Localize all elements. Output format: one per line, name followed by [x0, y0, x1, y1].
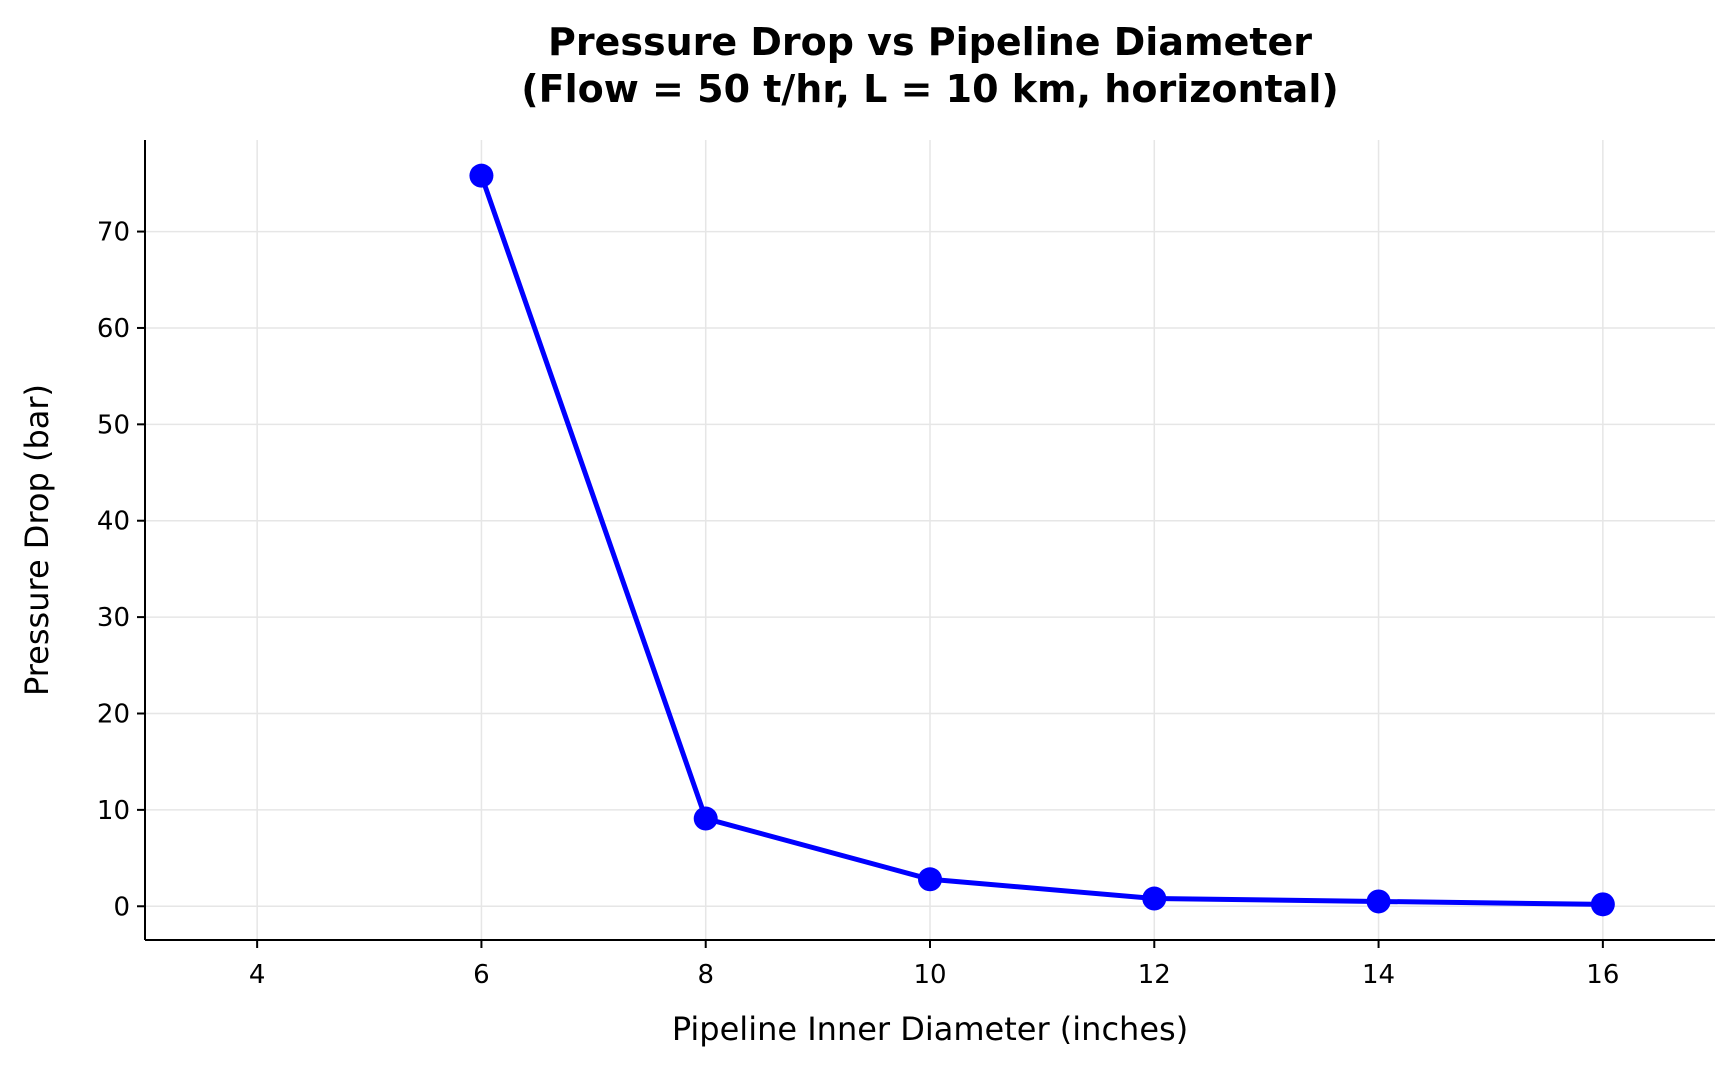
- series-line: [478, 173, 1606, 907]
- data-point: [918, 867, 942, 892]
- chart-subtitle: (Flow = 50 t/hr, L = 10 km, horizontal): [521, 67, 1338, 111]
- x-tick-label: 4: [249, 960, 266, 990]
- data-point: [693, 806, 718, 831]
- y-tick-label: 20: [97, 699, 130, 729]
- y-tick-label: 0: [113, 892, 130, 922]
- series-layer: [469, 163, 1615, 917]
- y-axis-label: Pressure Drop (bar): [18, 384, 56, 696]
- grid-layer: [145, 140, 1715, 940]
- x-tick-label: 12: [1138, 960, 1171, 990]
- x-tick-label: 10: [913, 960, 946, 990]
- x-tick-label: 14: [1362, 960, 1395, 990]
- y-tick-label: 40: [97, 507, 130, 537]
- data-point: [1590, 892, 1615, 917]
- y-tick-label: 10: [97, 796, 130, 826]
- ticks-layer: 4 6 8 10 12 14 16 0 10 20 30 40 50 60 70: [97, 218, 1619, 990]
- y-tick-label: 60: [97, 314, 130, 344]
- x-axis-label: Pipeline Inner Diameter (inches): [672, 1010, 1188, 1048]
- x-tick-label: 16: [1586, 960, 1619, 990]
- data-point: [469, 163, 494, 188]
- y-tick-label: 50: [97, 410, 130, 440]
- data-point: [1366, 889, 1391, 914]
- y-tick-label: 70: [97, 218, 130, 248]
- x-tick-label: 8: [697, 960, 714, 990]
- chart-title: Pressure Drop vs Pipeline Diameter: [548, 20, 1312, 64]
- y-tick-label: 30: [97, 603, 130, 633]
- x-tick-label: 6: [473, 960, 490, 990]
- data-point: [1142, 886, 1167, 911]
